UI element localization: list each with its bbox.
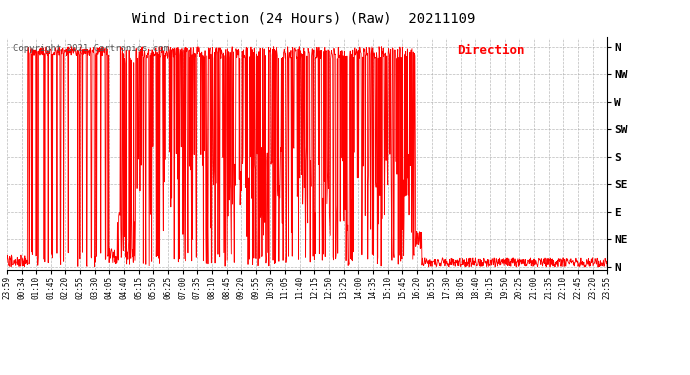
Text: Direction: Direction [457, 45, 524, 57]
Text: Wind Direction (24 Hours) (Raw)  20211109: Wind Direction (24 Hours) (Raw) 20211109 [132, 11, 475, 25]
Text: Copyright 2021 Cartronics.com: Copyright 2021 Cartronics.com [13, 45, 169, 54]
